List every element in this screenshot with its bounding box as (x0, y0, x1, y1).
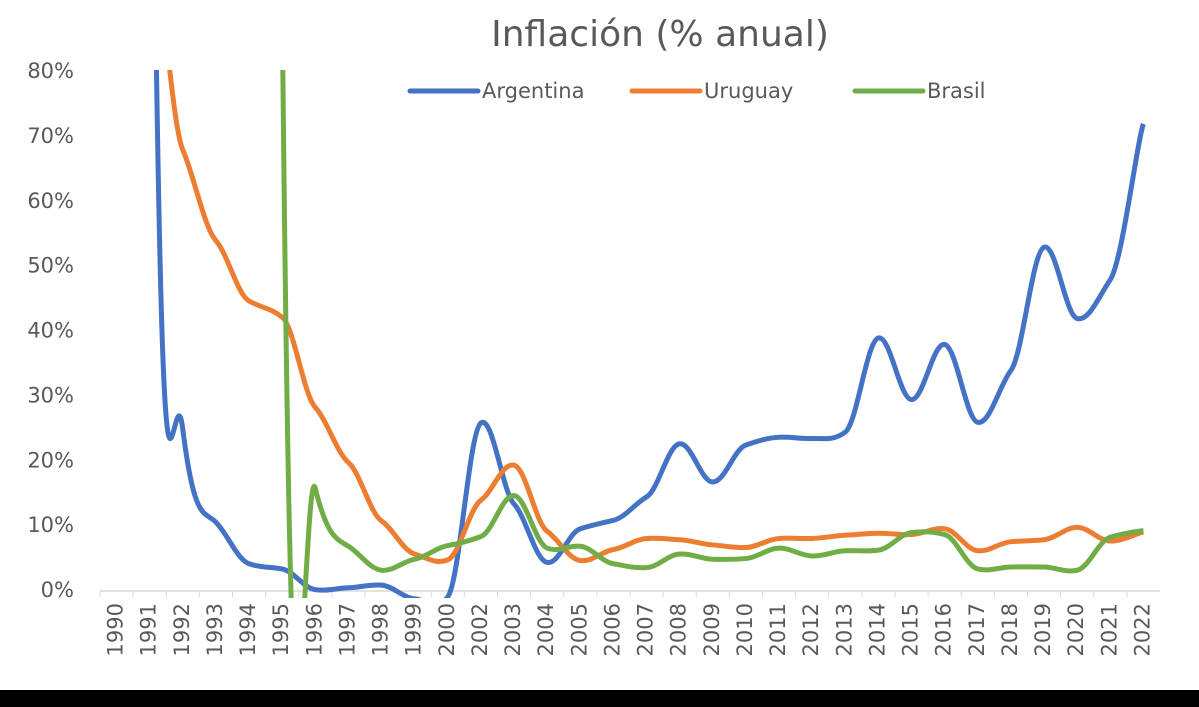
x-tick-label: 2002 (468, 603, 492, 656)
y-tick-label: 20% (27, 448, 74, 472)
x-tick-label: 1991 (137, 603, 161, 656)
bottom-bar (0, 690, 1199, 707)
y-tick-label: 10% (27, 513, 74, 537)
x-tick-label: 2006 (600, 603, 624, 656)
plot-area (153, 70, 1146, 598)
x-tick-label: 1998 (369, 603, 393, 656)
chart-title: Inflación (% anual) (491, 14, 829, 55)
x-tick-label: 1997 (335, 603, 359, 656)
x-tick-label: 2022 (1130, 603, 1154, 656)
legend-label: Argentina (482, 79, 584, 103)
x-tick-label: 2018 (998, 603, 1022, 656)
x-tick-label: 2008 (667, 603, 691, 656)
x-tick-label: 2000 (435, 603, 459, 656)
x-tick-label: 1994 (236, 603, 260, 656)
x-tick-label: 2004 (534, 603, 558, 656)
y-tick-label: 50% (27, 254, 74, 278)
x-tick-label: 2012 (799, 603, 823, 656)
x-tick-label: 2019 (1031, 603, 1055, 656)
x-tick-label: 2010 (733, 603, 757, 656)
legend-label: Uruguay (704, 79, 793, 103)
x-tick-label: 2005 (567, 603, 591, 656)
legend-label: Brasil (927, 79, 986, 103)
x-tick-label: 1993 (203, 603, 227, 656)
x-tick-label: 2021 (1097, 603, 1121, 656)
line-series (280, 70, 1144, 598)
x-tick-label: 1995 (269, 603, 293, 656)
y-tick-label: 70% (27, 124, 74, 148)
x-tick-label: 2013 (832, 603, 856, 656)
x-tick-label: 1996 (302, 603, 326, 656)
x-tick-label: 1990 (104, 603, 128, 656)
x-tick-label: 2020 (1064, 603, 1088, 656)
x-tick-label: 2016 (932, 603, 956, 656)
x-tick-label: 2003 (501, 603, 525, 656)
y-tick-label: 0% (41, 578, 74, 602)
y-tick-label: 80% (27, 59, 74, 83)
x-tick-label: 2011 (766, 603, 790, 656)
y-tick-label: 60% (27, 189, 74, 213)
x-tick-label: 1999 (402, 603, 426, 656)
x-tick-label: 2014 (865, 603, 889, 656)
y-tick-label: 30% (27, 383, 74, 407)
x-tick-label: 2009 (700, 603, 724, 656)
x-tick-label: 2007 (634, 603, 658, 656)
x-tick-label: 2015 (899, 603, 923, 656)
y-tick-label: 40% (27, 319, 74, 343)
x-tick-label: 2017 (965, 603, 989, 656)
x-tick-label: 1992 (170, 603, 194, 656)
